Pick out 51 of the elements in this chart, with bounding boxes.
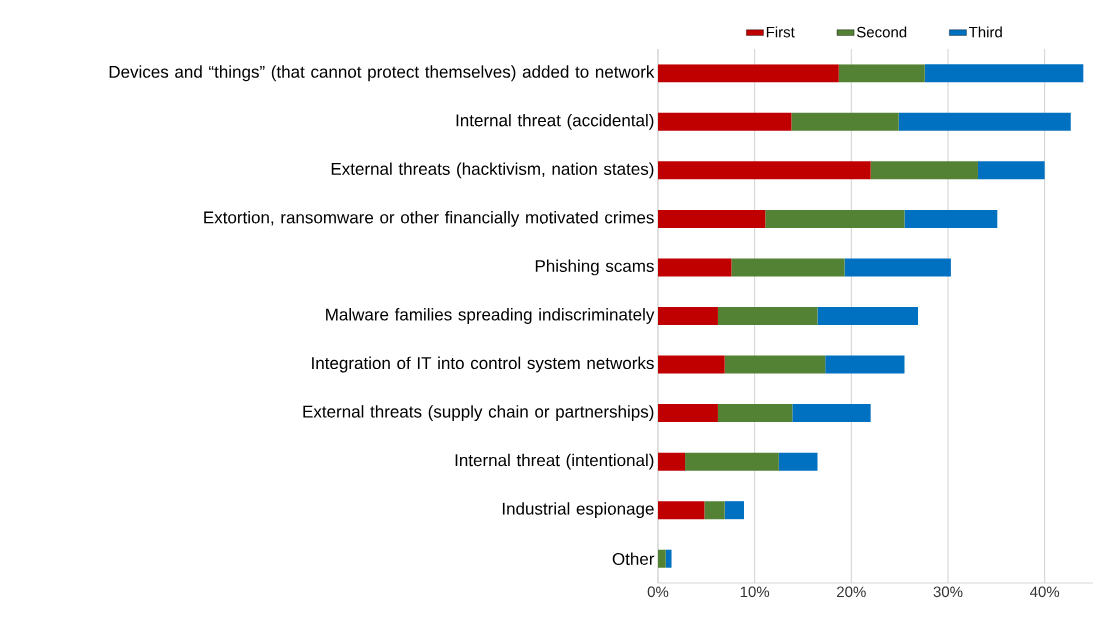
bar <box>724 355 826 374</box>
bar <box>904 209 998 228</box>
legend-label: Third <box>968 26 1002 38</box>
bar <box>658 404 718 423</box>
y-tick-label: Internal threat (intentional) <box>455 453 654 470</box>
y-tick-label: Malware families spreading indiscriminately <box>326 308 655 324</box>
bar <box>685 452 779 471</box>
bar <box>658 258 732 277</box>
bar <box>731 258 845 277</box>
y-tick-label: Extortion, ransomware or other financially motivated crimes <box>204 210 654 227</box>
y-tick-label: Devices and “things” (that cannot protect themselves) added to network <box>109 65 655 82</box>
bar <box>870 161 978 180</box>
bar <box>658 355 725 374</box>
y-tick-label: Other <box>612 552 655 565</box>
bar <box>825 355 905 374</box>
bar <box>792 404 871 423</box>
bar <box>717 404 793 423</box>
y-tick-label: Phishing scams <box>535 259 654 276</box>
bar <box>724 501 745 520</box>
bar <box>658 452 686 471</box>
y-tick-label: Integration of IT into control system networks <box>312 356 654 373</box>
y-tick-label: External threats (hacktivism, nation states) <box>331 162 654 179</box>
bar <box>658 64 839 83</box>
bar <box>778 452 818 471</box>
bar <box>658 209 766 228</box>
x-tick-label: 10% <box>740 586 770 598</box>
legend-label: Second <box>856 26 907 38</box>
bar <box>658 161 871 180</box>
bar <box>704 501 725 520</box>
bar <box>791 112 899 131</box>
bar <box>898 112 1071 131</box>
x-tick-label: 20% <box>837 586 866 598</box>
y-tick-label: Industrial espionage <box>502 502 654 519</box>
bar <box>717 306 818 325</box>
bar <box>665 549 672 568</box>
bar <box>658 549 666 568</box>
x-tick-label: 0% <box>647 586 669 598</box>
bar <box>658 112 792 131</box>
y-tick-label: Internal threat (accidental) <box>456 113 654 130</box>
bar <box>658 306 718 325</box>
x-tick-label: 40% <box>1029 586 1060 598</box>
legend-label: First <box>766 26 795 38</box>
bar <box>844 258 951 277</box>
y-tick-label: External threats (supply chain or partnerships) <box>303 405 654 422</box>
bar <box>838 64 925 83</box>
bar <box>658 501 705 520</box>
bar <box>977 161 1045 180</box>
bar <box>765 209 905 228</box>
bar <box>817 306 919 325</box>
bar <box>924 64 1084 83</box>
x-tick-label: 30% <box>933 586 963 598</box>
